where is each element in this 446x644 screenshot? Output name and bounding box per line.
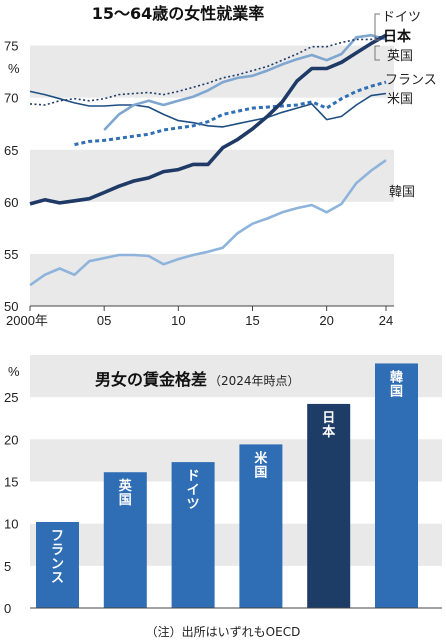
series-line [29, 159, 387, 287]
chart2-y-tick-label: 15 [4, 475, 18, 490]
chart2-y-tick-label: 10 [4, 517, 18, 532]
chart2-subtitle: （2024年時点） [209, 374, 300, 388]
source-note: （注）出所はいずれもOECD [146, 624, 301, 639]
chart2-y-tick-label: 25 [4, 390, 18, 405]
wage-gap-chart: 男女の賃金格差 （2024年時点） % 0 5 10 15 20 25 フランス 英国 ドイツ 米… [4, 355, 442, 616]
legend-korea: 韓国 [389, 185, 415, 200]
bar [239, 444, 283, 608]
chart1-y-tick-label: 50 [4, 299, 18, 314]
chart1-x-tick-label: 24 [379, 313, 393, 328]
bar [171, 462, 215, 608]
bar [307, 403, 351, 608]
legend-germany: ドイツ [382, 10, 421, 25]
bar-label: 英国 [118, 478, 133, 508]
bar-label: 米国 [254, 450, 268, 480]
legend-france: フランス [385, 73, 437, 88]
chart1-y-tick-label: 60 [4, 195, 18, 210]
chart1-y-tick-label: 75 [4, 39, 18, 54]
series-line [29, 33, 387, 206]
chart1-y-tick-label: 70 [4, 91, 18, 106]
series-line [103, 33, 387, 131]
chart1-x-tick-label: 20 [319, 313, 333, 328]
series-line [74, 80, 387, 147]
chart1-series [29, 33, 387, 287]
chart2-y-tick-label: 20 [4, 432, 18, 447]
legend-uk: 英国 [387, 49, 413, 64]
series-line [29, 90, 387, 128]
chart1-x-tick-label: 2000年 [6, 313, 48, 328]
legend-us: 米国 [387, 92, 413, 107]
bar-label: 日本 [322, 411, 335, 440]
bar-label: フランス [51, 529, 64, 586]
chart2-y-unit: % [8, 364, 20, 379]
chart1-y-tick-label: 55 [4, 247, 18, 262]
chart1-y-tick-label: 65 [4, 143, 18, 158]
chart2-y-ticks: 0 5 10 15 20 25 [4, 390, 18, 616]
chart2-title-main: 男女の賃金格差 [95, 370, 207, 389]
bar-label: 韓国 [390, 369, 403, 399]
chart2-y-tick-label: 5 [4, 559, 11, 574]
chart1-title: 15～64歳の女性就業率 [92, 4, 265, 23]
chart2-title: 男女の賃金格差 （2024年時点） [95, 370, 300, 389]
legend-bracket-top [374, 13, 380, 41]
chart2-bars: フランス 英国 ドイツ 米国 日本 韓国 [30, 363, 442, 609]
bar [103, 472, 147, 608]
chart1-band [30, 253, 394, 306]
chart1-x-ticks: 2000年 05 10 15 20 24 [6, 306, 393, 328]
legend-japan: 日本 [383, 28, 412, 45]
legend-bracket-bottom [374, 45, 380, 61]
bar [36, 521, 79, 608]
chart2-band [30, 355, 442, 398]
bar-label: ドイツ [187, 469, 200, 512]
chart2-grid-bands [30, 355, 442, 566]
chart2-band [30, 439, 442, 482]
series-line [29, 34, 387, 106]
chart1-y-unit: % [8, 61, 20, 76]
chart1-x-tick-label: 15 [245, 313, 259, 328]
chart1-band [30, 45, 394, 98]
chart1-x-tick-label: 10 [171, 313, 185, 328]
chart2-y-tick-label: 0 [4, 601, 11, 616]
chart1-y-ticks: 50 55 60 65 70 75 [4, 39, 18, 314]
chart2-band [30, 523, 442, 566]
bar [375, 363, 418, 608]
chart1-x-tick-label: 05 [97, 313, 111, 328]
